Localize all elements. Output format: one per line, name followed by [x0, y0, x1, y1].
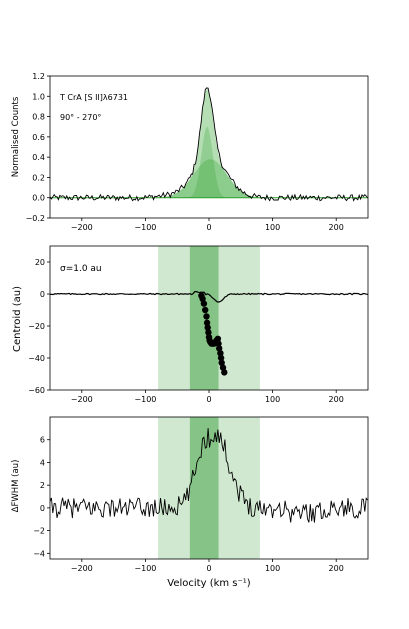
top-x-tick-label: 0 [206, 223, 211, 232]
narrow-component-fill [183, 126, 235, 198]
mid-x-tick-label: 0 [206, 395, 211, 404]
top-annotation-line2: 90° - 270° [60, 113, 101, 122]
centroid-point [199, 295, 206, 302]
top-axes-frame [49, 75, 369, 219]
centroid-point [217, 354, 225, 362]
bot-x-tick-label: −200 [71, 564, 93, 573]
centroid-point [200, 300, 208, 307]
mid-y-axis-label: Centroid (au) [12, 286, 23, 352]
top-y-tick-label: 0.0 [32, 194, 45, 203]
bot-y-axis-label: ΔFWHM (au) [11, 460, 21, 513]
top-y-tick-label: 1.2 [32, 72, 45, 81]
mid-x-tick-label: 100 [265, 395, 280, 404]
bot-x-tick-label: 100 [265, 564, 280, 573]
broad-component-fill [139, 159, 279, 198]
bot-x-tick-label: −100 [134, 564, 156, 573]
centroid-point [202, 306, 209, 314]
centroid-point [203, 319, 211, 326]
mid-y-tick-label: −60 [28, 386, 45, 395]
centroid-point [204, 324, 211, 331]
centroid-point [214, 335, 222, 342]
centroid-point [221, 369, 228, 376]
fwhm-line [49, 428, 368, 523]
model-fill [139, 88, 279, 198]
top-y-axis-label: Normalised Counts [11, 96, 21, 177]
top-x-tick-label: −200 [71, 223, 93, 232]
mid-y-tick-label: −20 [28, 322, 45, 331]
centroid-point [203, 313, 210, 320]
centroid-point [219, 364, 227, 371]
panel-fwhm: −200 −100 0 100 200 −4 −2 0 2 4 6 [33, 416, 369, 573]
top-y-tick-label: 0.6 [32, 133, 45, 142]
x-axis-label: Velocity (km s⁻¹) [167, 578, 251, 589]
bot-y-tick-label: −4 [33, 549, 45, 558]
top-x-tick-label: 100 [265, 223, 280, 232]
bot-x-tick-label: 200 [329, 564, 344, 573]
mid-axes-frame [49, 245, 369, 391]
bot-y-tick-label: 6 [40, 436, 45, 445]
panel-spectrum: −200 −100 0 100 200 −0.2 0.0 0.2 0.4 0.6 0.8 1.0 1.2 [26, 72, 369, 232]
top-y-tick-label: −0.2 [26, 214, 45, 223]
top-y-tick-label: 0.4 [32, 153, 45, 162]
centroid-point [215, 340, 222, 347]
centroid-point [218, 359, 225, 366]
bot-y-tick-label: 2 [40, 481, 45, 490]
mid-y-tick-label: −40 [28, 354, 45, 363]
mid-annotation-sigma: σ=1.0 au [60, 264, 102, 274]
spectrum-line [49, 87, 368, 202]
top-annotation-line1: T CrA [S II]λ6731 [59, 93, 128, 102]
top-x-tick-label: −100 [134, 223, 156, 232]
mid-x-tick-label: 200 [329, 395, 344, 404]
top-x-tick-label: 200 [329, 223, 344, 232]
bot-y-tick-label: 0 [40, 504, 45, 513]
top-y-tick-label: 0.8 [32, 113, 45, 122]
centroid-line [49, 290, 369, 303]
top-y-tick-label: 1.0 [32, 92, 45, 101]
bot-y-tick-label: 4 [40, 458, 45, 467]
bot-x-tick-label: 0 [206, 564, 211, 573]
bot-y-tick-label: −2 [33, 527, 45, 536]
top-y-tick-label: 0.2 [32, 173, 45, 182]
centroid-point [217, 350, 224, 357]
centroid-point [216, 345, 223, 352]
bot-axes-frame [49, 416, 369, 560]
mid-y-tick-label: 0 [40, 290, 45, 299]
mid-y-tick-label: 20 [35, 258, 45, 267]
mid-x-tick-label: −200 [71, 395, 93, 404]
centroid-point [205, 329, 212, 336]
mid-x-tick-label: −100 [134, 395, 156, 404]
